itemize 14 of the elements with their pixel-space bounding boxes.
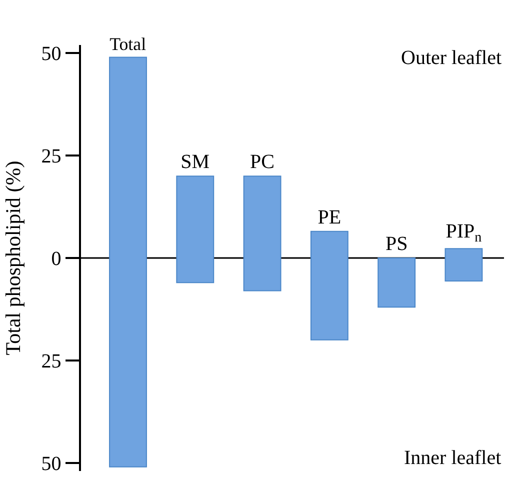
annotation: Inner leaflet	[404, 447, 502, 469]
x-tick-label: SM	[180, 151, 210, 174]
y-tick-label: 25	[41, 350, 62, 372]
x-tick-label: PIP$_{n}$	[446, 220, 482, 246]
y-tick-label: 0	[51, 248, 62, 270]
x-tick-label: PC	[250, 151, 275, 174]
y-tick-label: 50	[41, 43, 62, 66]
annotation: Outer leaflet	[401, 47, 502, 69]
y-tick-label: 50	[41, 452, 62, 475]
x-tick-label: PS	[385, 233, 408, 255]
y-tick-label: 25	[41, 146, 62, 168]
x-tick-label: Total	[110, 34, 146, 54]
x-tick-label: PE	[318, 206, 342, 228]
y-axis-title: Total phospholipid (%)	[0, 160, 25, 356]
